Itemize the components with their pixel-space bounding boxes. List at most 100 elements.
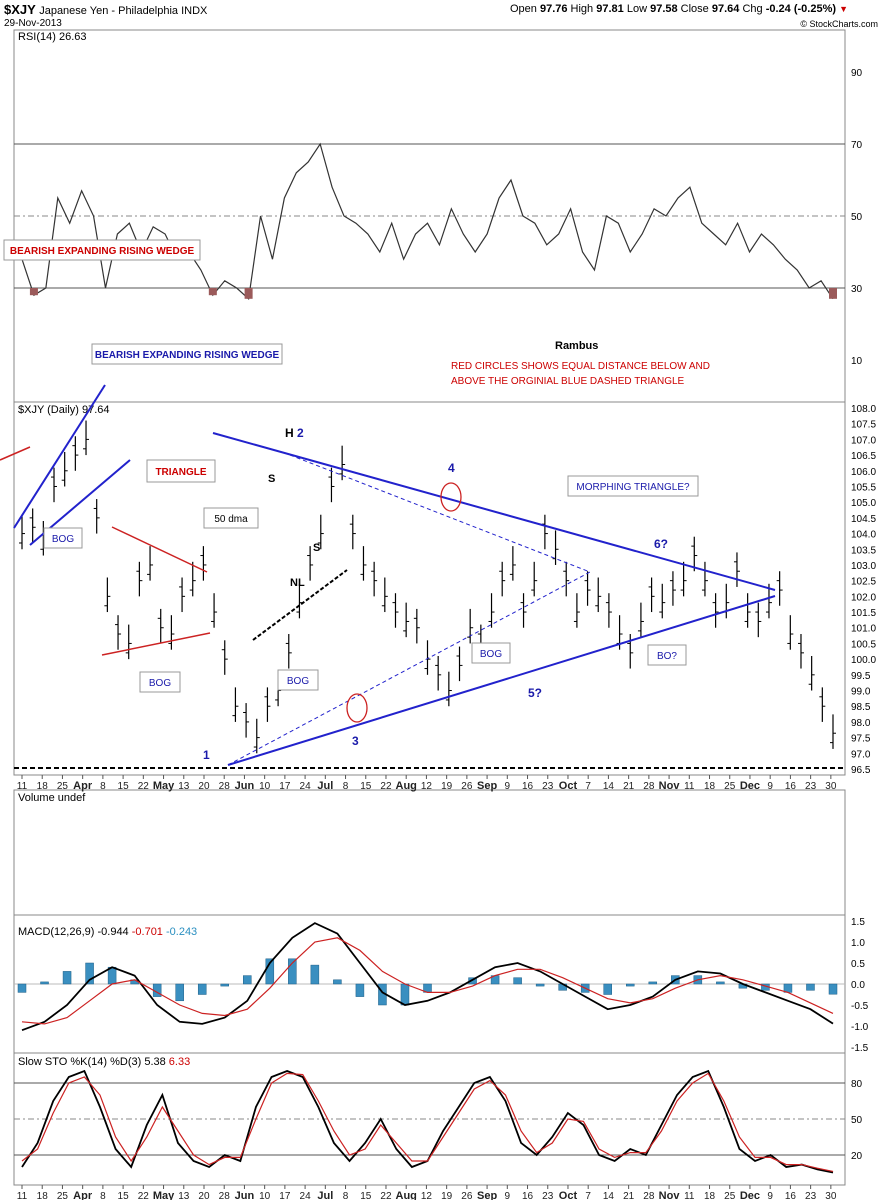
- dashed-triangle-upper: [289, 454, 591, 573]
- rsi-y-tick-10: 10: [851, 356, 863, 367]
- credit: © StockCharts.com: [800, 19, 878, 29]
- rsi-title: RSI(14) 26.63: [18, 31, 86, 43]
- sto-y-tick-20: 20: [851, 1151, 863, 1162]
- annotation-pivot-5: 5?: [528, 686, 542, 700]
- annotation-bog-1-box: [43, 527, 83, 549]
- x-tick-label-23: 23: [542, 781, 554, 792]
- x-tick-label-17: 17: [279, 781, 291, 792]
- x-tick-label-20: 20: [198, 1191, 210, 1200]
- macd-y-tick-0-5: 0.5: [851, 959, 865, 970]
- x-tick-label-22: 22: [138, 781, 150, 792]
- annotation-wedge-blue: BEARISH EXPANDING RISING WEDGE: [95, 350, 280, 361]
- triangle-red-upper: [111, 526, 208, 573]
- x-tick-label-11: 11: [17, 781, 28, 792]
- sto-d-line: [21, 1072, 834, 1172]
- low-value: 97.58: [650, 3, 678, 15]
- annotation-bo-box: [647, 644, 687, 666]
- x-tick-label-26: 26: [461, 781, 473, 792]
- chart-header: $XJY Japanese Yen - Philadelphia INDX 29…: [2, 0, 892, 30]
- annotation-s-left: S: [268, 473, 275, 485]
- macd-y-tick-1-0: 1.0: [851, 938, 865, 949]
- annotation-wedge-red-box: [3, 239, 201, 261]
- x-tick-label-22: 22: [380, 781, 392, 792]
- annotation-triangle-box: [146, 459, 216, 483]
- symbol-title: $XJY Japanese Yen - Philadelphia INDX: [4, 2, 207, 17]
- ohlc-readout: Open 97.76 High 97.81 Low 97.58 Close 97…: [510, 3, 848, 15]
- macd-y-tick-1-5: 1.5: [851, 917, 865, 928]
- x-tick-label-aug: Aug: [396, 780, 417, 792]
- x-tick-label-30: 30: [825, 781, 837, 792]
- annotation-rambus: Rambus: [555, 340, 598, 352]
- macd-histogram-bar: [62, 971, 72, 985]
- x-tick-label-jun: Jun: [235, 780, 255, 792]
- red-circle-top: [440, 482, 462, 512]
- dashed-triangle-lower: [227, 571, 591, 766]
- x-tick-label-8: 8: [343, 1191, 349, 1200]
- x-tick-label-10: 10: [259, 781, 271, 792]
- x-tick-label-8: 8: [100, 1191, 106, 1200]
- price-y-tick-105-0: 105.0: [851, 498, 876, 509]
- sto-title-value-0: 5.38: [144, 1056, 168, 1068]
- price-y-tick-103-5: 103.5: [851, 545, 876, 556]
- price-y-tick-102-5: 102.5: [851, 577, 876, 588]
- x-tick-label-25: 25: [57, 1191, 69, 1200]
- macd-histogram-bar: [85, 962, 94, 985]
- x-tick-label-28: 28: [219, 781, 231, 792]
- rsi-y-tick-50: 50: [851, 212, 863, 223]
- x-tick-label-nov: Nov: [659, 780, 681, 792]
- wedge-upper-line: [13, 384, 106, 529]
- macd-histogram-bar: [333, 979, 342, 985]
- macd-histogram-bar: [243, 975, 252, 985]
- x-tick-label-13: 13: [178, 781, 190, 792]
- macd-histogram-bar: [535, 983, 545, 987]
- price-y-tick-103-0: 103.0: [851, 561, 876, 572]
- x-tick-label-21: 21: [623, 1191, 635, 1200]
- macd-title-value-2: -0.243: [166, 926, 197, 938]
- macd-histogram-bar: [175, 983, 184, 1002]
- x-tick-label-15: 15: [360, 1191, 372, 1200]
- sto-title: Slow STO %K(14) %D(3) 5.38 6.33: [18, 1056, 190, 1068]
- macd-histogram-bar: [220, 983, 229, 987]
- price-y-tick-106-5: 106.5: [851, 451, 876, 462]
- x-tick-label-aug: Aug: [396, 1190, 417, 1200]
- x-tick-label-30: 30: [825, 1191, 837, 1200]
- price-title: $XJY (Daily) 97.64: [18, 404, 110, 416]
- x-tick-label-11: 11: [17, 1191, 28, 1200]
- neckline-dashed: [252, 569, 348, 641]
- x-tick-label-8: 8: [343, 781, 349, 792]
- x-tick-label-apr: Apr: [73, 1190, 93, 1200]
- x-tick-label-dec: Dec: [740, 780, 760, 792]
- x-tick-label-11: 11: [684, 781, 695, 792]
- price-y-tick-101-5: 101.5: [851, 608, 876, 619]
- rsi-line: [21, 142, 834, 301]
- x-tick-label-13: 13: [178, 1191, 190, 1200]
- x-tick-label-24: 24: [300, 781, 312, 792]
- x-tick-label-9: 9: [505, 1191, 511, 1200]
- annotation-bog-3: BOG: [287, 676, 309, 687]
- low-label: Low: [626, 3, 648, 15]
- x-tick-label-jul: Jul: [317, 1190, 333, 1200]
- price-y-tick-105-5: 105.5: [851, 482, 876, 493]
- symbol-name: Japanese Yen - Philadelphia INDX: [39, 5, 208, 17]
- macd-histogram-bar: [400, 983, 410, 1006]
- x-tick-label-23: 23: [805, 1191, 817, 1200]
- annotation-bog-3-box: [277, 669, 319, 691]
- annotation-pivot-2: 2: [297, 426, 304, 440]
- macd-y-tick-1-5: -1.5: [851, 1043, 869, 1054]
- macd-histogram-bar: [40, 981, 49, 985]
- price-y-tick-108-0: 108.0: [851, 404, 876, 415]
- x-tick-label-28: 28: [219, 1191, 231, 1200]
- macd-histogram-bar: [828, 983, 838, 995]
- x-tick-label-19: 19: [441, 1191, 453, 1200]
- macd-histogram-bar: [603, 983, 612, 995]
- price-y-tick-107-5: 107.5: [851, 420, 876, 431]
- x-tick-label-16: 16: [522, 781, 534, 792]
- triangle-lower-line: [227, 595, 776, 766]
- down-arrow-icon: ▼: [839, 4, 848, 14]
- x-tick-label-16: 16: [785, 781, 797, 792]
- macd-signal-line: [21, 937, 834, 1025]
- x-tick-label-18: 18: [37, 1191, 49, 1200]
- panel-frame-vol: [13, 789, 846, 916]
- x-tick-label-22: 22: [138, 1191, 150, 1200]
